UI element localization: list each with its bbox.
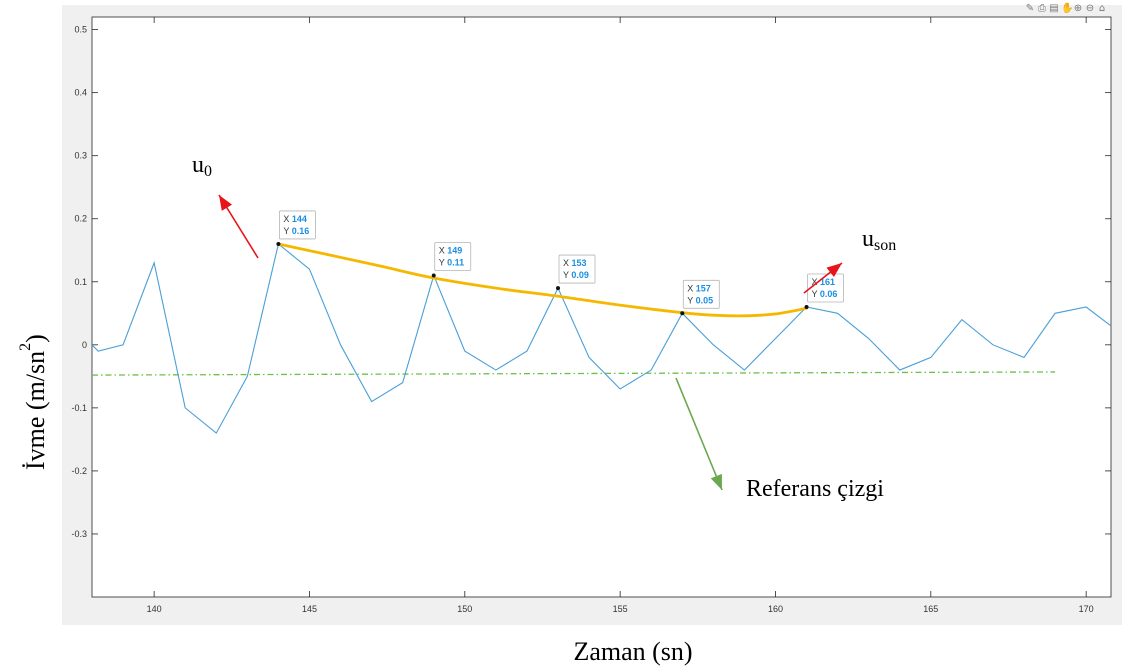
pan-icon[interactable]: ✋ <box>1061 3 1074 14</box>
y-tick-label: 0.1 <box>74 277 87 287</box>
u0-arrow-head <box>219 195 232 211</box>
datatip-y: Y 0.06 <box>812 289 838 299</box>
y-tick-label: 0 <box>82 340 87 350</box>
x-tick-label: 155 <box>613 604 628 614</box>
datatip-box[interactable] <box>279 210 316 240</box>
home-icon[interactable]: ⌂ <box>1098 3 1106 14</box>
u0-label: u0 <box>192 152 212 180</box>
x-tick-label: 145 <box>302 604 317 614</box>
reference-label: Referans çizgi <box>746 476 884 502</box>
datatip-box[interactable] <box>434 242 472 271</box>
x-axis: 140 145 150 155 160 165 170 <box>147 17 1094 614</box>
datatip-marker[interactable] <box>804 305 809 309</box>
y-tick-label: 0.4 <box>74 88 87 98</box>
x-tick-label: 165 <box>923 604 938 614</box>
datatip-x: X 161 <box>812 277 836 287</box>
datatip-y: Y 0.09 <box>563 270 589 280</box>
reference-line <box>91 371 1056 376</box>
x-tick-label: 170 <box>1079 604 1094 614</box>
x-tick-label: 150 <box>457 604 472 614</box>
datatip-box[interactable] <box>682 279 720 309</box>
axes-toolbar[interactable]: ✎ ⎙ ▤ ✋ ⊕ ⊖ ⌂ <box>1025 3 1107 15</box>
y-tick-label: -0.1 <box>71 403 87 413</box>
y-tick-label: -0.3 <box>71 529 87 539</box>
reference-arrow-shaft <box>675 377 723 491</box>
datatip-marker[interactable] <box>276 241 281 246</box>
uson-label: uson <box>862 226 896 254</box>
datatip-marker[interactable] <box>680 311 685 316</box>
x-axis-label: Zaman (sn) <box>573 637 692 666</box>
datatip-box[interactable] <box>807 273 844 303</box>
y-tick-label: -0.2 <box>71 466 87 476</box>
datatip-y: Y 0.11 <box>439 257 464 267</box>
datatip-y: Y 0.16 <box>283 226 309 236</box>
datatip-icon[interactable]: ▤ <box>1049 3 1059 14</box>
datatips[interactable]: X 144 Y 0.16 X 149 Y 0.11 X 153 Y 0.09 X 157 Y … <box>276 210 844 316</box>
datatip-box[interactable] <box>558 254 596 284</box>
datatip-x: X 153 <box>563 258 587 268</box>
datatip-x: X 149 <box>439 245 463 255</box>
annotations: u0 uson Referans çizgi <box>192 152 896 502</box>
x-tick-label: 140 <box>147 604 162 614</box>
y-axis: 0.5 0.4 0.3 0.2 0.1 0 -0.1 -0.2 -0.3 <box>71 25 1111 539</box>
y-tick-label: 0.2 <box>74 214 87 224</box>
y-tick-label: 0.5 <box>74 25 87 35</box>
datatip-marker[interactable] <box>556 286 561 291</box>
fit-curve <box>277 242 808 318</box>
zoom-out-icon[interactable]: ⊖ <box>1085 3 1095 14</box>
y-axis-label: İvme (m/sn2) <box>17 334 50 470</box>
y-tick-label: 0.3 <box>74 151 87 161</box>
datatip-marker[interactable] <box>431 273 436 278</box>
zoom-in-icon[interactable]: ⊕ <box>1073 3 1083 14</box>
series-line <box>91 242 1112 434</box>
plot-area <box>91 16 1112 598</box>
reference-arrow-head <box>710 473 722 490</box>
uson-arrow-head <box>826 263 842 278</box>
datatip-x: X 144 <box>283 214 307 224</box>
datatip-y: Y 0.05 <box>687 295 713 305</box>
save-icon[interactable]: ⎙ <box>1038 3 1046 14</box>
datatip-x: X 157 <box>687 283 711 293</box>
brush-icon[interactable]: ✎ <box>1025 3 1035 14</box>
x-tick-label: 160 <box>768 604 783 614</box>
series-group <box>91 242 1112 434</box>
